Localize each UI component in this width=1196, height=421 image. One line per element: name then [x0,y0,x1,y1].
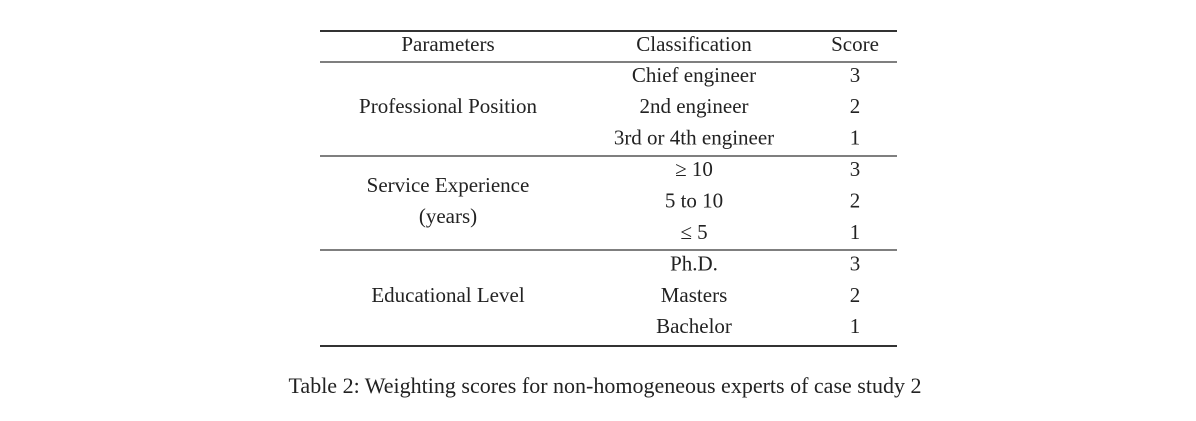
score-cell: 1 [850,220,861,244]
score-cell: 3 [850,252,861,276]
score-cell: 3 [850,157,861,181]
header-cell: Parameters [401,32,494,56]
score-cell: 2 [850,94,861,118]
header-cell: Classification [636,32,752,56]
classification-cell: ≤ 5 [680,220,707,244]
score-cell: 1 [850,314,861,338]
parameter-cell: (years) [419,204,477,228]
classification-cell: ≥ 10 [675,157,713,181]
classification-cell: 3rd or 4th engineer [614,125,774,149]
score-cell: 2 [850,283,861,307]
parameter-cell: Service Experience [367,173,530,197]
parameter-cell: Educational Level [371,283,525,307]
score-cell: 1 [850,125,861,149]
header-cell: Score [831,32,879,56]
classification-cell: 2nd engineer [639,94,748,118]
classification-cell: Ph.D. [670,252,718,276]
classification-cell: Masters [661,283,728,307]
score-cell: 2 [850,189,861,213]
classification-cell: Chief engineer [632,63,756,87]
classification-cell: Bachelor [656,314,732,338]
parameter-cell: Professional Position [359,94,537,118]
caption: Table 2: Weighting scores for non-homoge… [289,373,922,398]
classification-cell: 5 to 10 [665,189,723,213]
score-cell: 3 [850,63,861,87]
